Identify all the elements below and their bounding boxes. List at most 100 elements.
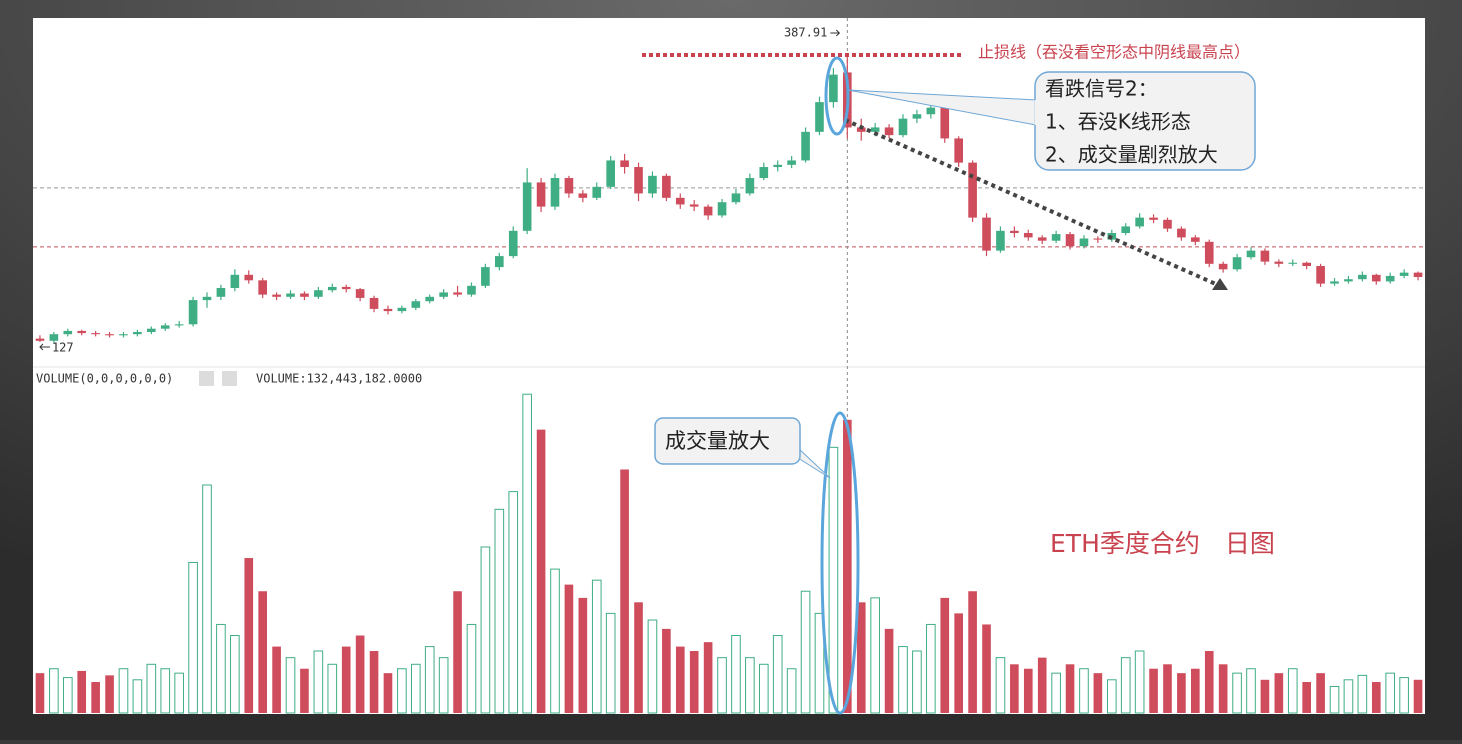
candle-body: [216, 288, 226, 297]
candle-body: [272, 294, 281, 297]
volume-bar: [1120, 657, 1131, 714]
volume-bar: [578, 597, 588, 713]
candle-body: [481, 267, 490, 286]
candle-body: [1399, 272, 1409, 276]
volume-bar: [508, 491, 519, 714]
volume-bar: [843, 419, 852, 713]
volume-bar: [1079, 668, 1089, 714]
volume-bar: [1274, 673, 1284, 713]
volume-bar: [272, 646, 281, 713]
candle-body: [91, 333, 100, 335]
low-label: 127: [52, 341, 74, 355]
volume-bar: [1093, 673, 1103, 713]
volume-bar: [591, 579, 602, 714]
candle-body: [926, 107, 936, 115]
candle-body: [870, 127, 880, 132]
volume-bar: [772, 635, 783, 714]
volume-bar: [383, 673, 393, 713]
volume-bar: [77, 670, 87, 713]
candle-body: [1371, 274, 1381, 282]
chart-label: ETH季度合约 日图: [1050, 529, 1275, 558]
volume-bar: [188, 561, 198, 714]
volume-bar: [717, 657, 727, 714]
volume-bar: [35, 673, 45, 713]
candle-body: [1232, 257, 1242, 270]
volume-indicator: VOLUME(0,0,0,0,0,0): [36, 372, 173, 386]
candle-body: [314, 290, 323, 297]
volume-bar: [536, 429, 546, 713]
volume-bar: [1106, 679, 1117, 714]
volume-bar: [327, 663, 338, 714]
candle-body: [411, 301, 421, 308]
volume-bar: [202, 484, 212, 714]
volume-bar: [1343, 679, 1354, 714]
candle-body: [160, 325, 170, 329]
candle-body: [467, 285, 476, 295]
candle-body: [1413, 272, 1423, 278]
signal-item: 1、吞没K线形态: [1045, 110, 1191, 134]
candle-body: [63, 330, 73, 335]
volume-bar: [285, 657, 296, 714]
candle-body: [77, 330, 87, 334]
candle-body: [1274, 261, 1284, 264]
volume-bar: [1023, 668, 1033, 713]
candle-body: [1316, 266, 1325, 284]
candle-body: [675, 197, 685, 205]
volume-bar: [1371, 682, 1381, 713]
candle-body: [1177, 228, 1186, 238]
candle-body: [745, 178, 755, 194]
settings-icon[interactable]: [199, 371, 214, 386]
marks: [35, 54, 1423, 714]
candle-body: [1246, 250, 1256, 258]
candle-body: [1204, 241, 1214, 264]
candle-body: [968, 162, 977, 218]
volume-bar: [230, 635, 240, 714]
volume-bar: [634, 602, 643, 713]
volume-bar: [689, 651, 699, 713]
volume-bar: [1163, 664, 1172, 713]
volume-bar: [258, 591, 267, 713]
candle-body: [773, 164, 783, 168]
volume-bar: [550, 568, 560, 714]
volume-bar: [105, 675, 114, 713]
volume-bar: [132, 679, 143, 714]
volume-bar: [564, 584, 574, 713]
candle-body: [1260, 250, 1270, 262]
candle-body: [1385, 275, 1395, 282]
close-icon[interactable]: [222, 371, 237, 386]
volume-bar: [62, 677, 73, 714]
candle-body: [1051, 234, 1061, 241]
volume-bar: [1316, 673, 1325, 713]
candle-body: [35, 338, 45, 341]
volume-bar: [856, 602, 866, 713]
candle-body: [1191, 237, 1200, 242]
candle-body: [1149, 217, 1158, 220]
volume-bar: [369, 651, 379, 713]
volume-bar: [453, 591, 462, 713]
volume-bar: [647, 619, 658, 714]
candle-body: [592, 186, 602, 198]
volume-bar: [968, 591, 977, 713]
candle-body: [244, 274, 254, 281]
volume-bar: [786, 668, 797, 714]
volume-bar: [216, 623, 226, 714]
volume-bar: [1232, 672, 1242, 714]
candle-body: [369, 297, 379, 309]
candle-body: [383, 308, 393, 312]
volume-bar: [1037, 657, 1047, 713]
volume-bar: [675, 646, 685, 713]
candle-body: [341, 286, 351, 290]
candle-body: [912, 114, 922, 119]
volume-bar: [424, 646, 435, 714]
candle-body: [258, 280, 267, 295]
volume-bar: [410, 663, 421, 714]
candle-body: [174, 324, 184, 326]
candle-body: [133, 332, 142, 335]
volume-bar: [1329, 685, 1340, 714]
volume-bar: [91, 682, 100, 713]
volume-bar: [940, 597, 950, 713]
candle-body: [731, 193, 741, 203]
volume-bar: [731, 635, 741, 714]
candle-body: [717, 202, 727, 216]
